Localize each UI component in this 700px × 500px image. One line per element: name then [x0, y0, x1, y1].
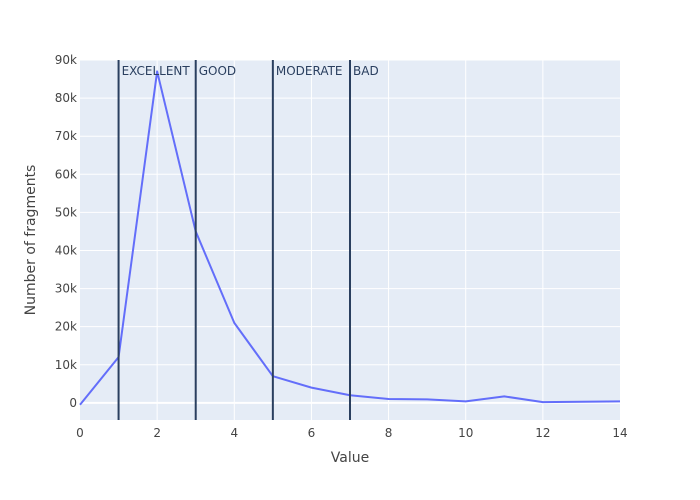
y-tick-label: 70k: [55, 129, 77, 143]
x-tick-label: 10: [458, 426, 473, 440]
threshold-label: BAD: [353, 64, 379, 78]
y-tick-label: 10k: [55, 358, 77, 372]
x-tick-label: 6: [308, 426, 316, 440]
y-tick-label: 0: [69, 396, 77, 410]
x-axis-ticks: 0 2 4 6 8 10 12 14: [76, 426, 627, 440]
y-tick-label: 80k: [55, 91, 77, 105]
x-tick-label: 4: [230, 426, 238, 440]
x-gridlines: [156, 60, 544, 420]
y-axis-title: Number of fragments: [23, 165, 39, 316]
threshold-label: GOOD: [199, 64, 236, 78]
threshold-layer: EXCELLENT GOOD MODERATE BAD: [117, 60, 379, 420]
x-tick-label: 0: [76, 426, 84, 440]
threshold-label: MODERATE: [276, 64, 343, 78]
y-tick-label: 40k: [55, 243, 77, 257]
x-axis-title: Value: [331, 450, 369, 466]
y-tick-label: 30k: [55, 282, 77, 296]
x-tick-label: 14: [612, 426, 627, 440]
y-tick-label: 90k: [55, 53, 77, 67]
x-tick-label: 2: [153, 426, 161, 440]
y-tick-label: 20k: [55, 320, 77, 334]
y-tick-label: 60k: [55, 167, 77, 181]
threshold-label: EXCELLENT: [122, 64, 191, 78]
x-tick-label: 8: [385, 426, 393, 440]
y-tick-label: 50k: [55, 205, 77, 219]
x-tick-label: 12: [535, 426, 550, 440]
y-axis-ticks: 0 10k 20k 30k 40k 50k 60k 70k 80k 90k: [55, 53, 77, 410]
